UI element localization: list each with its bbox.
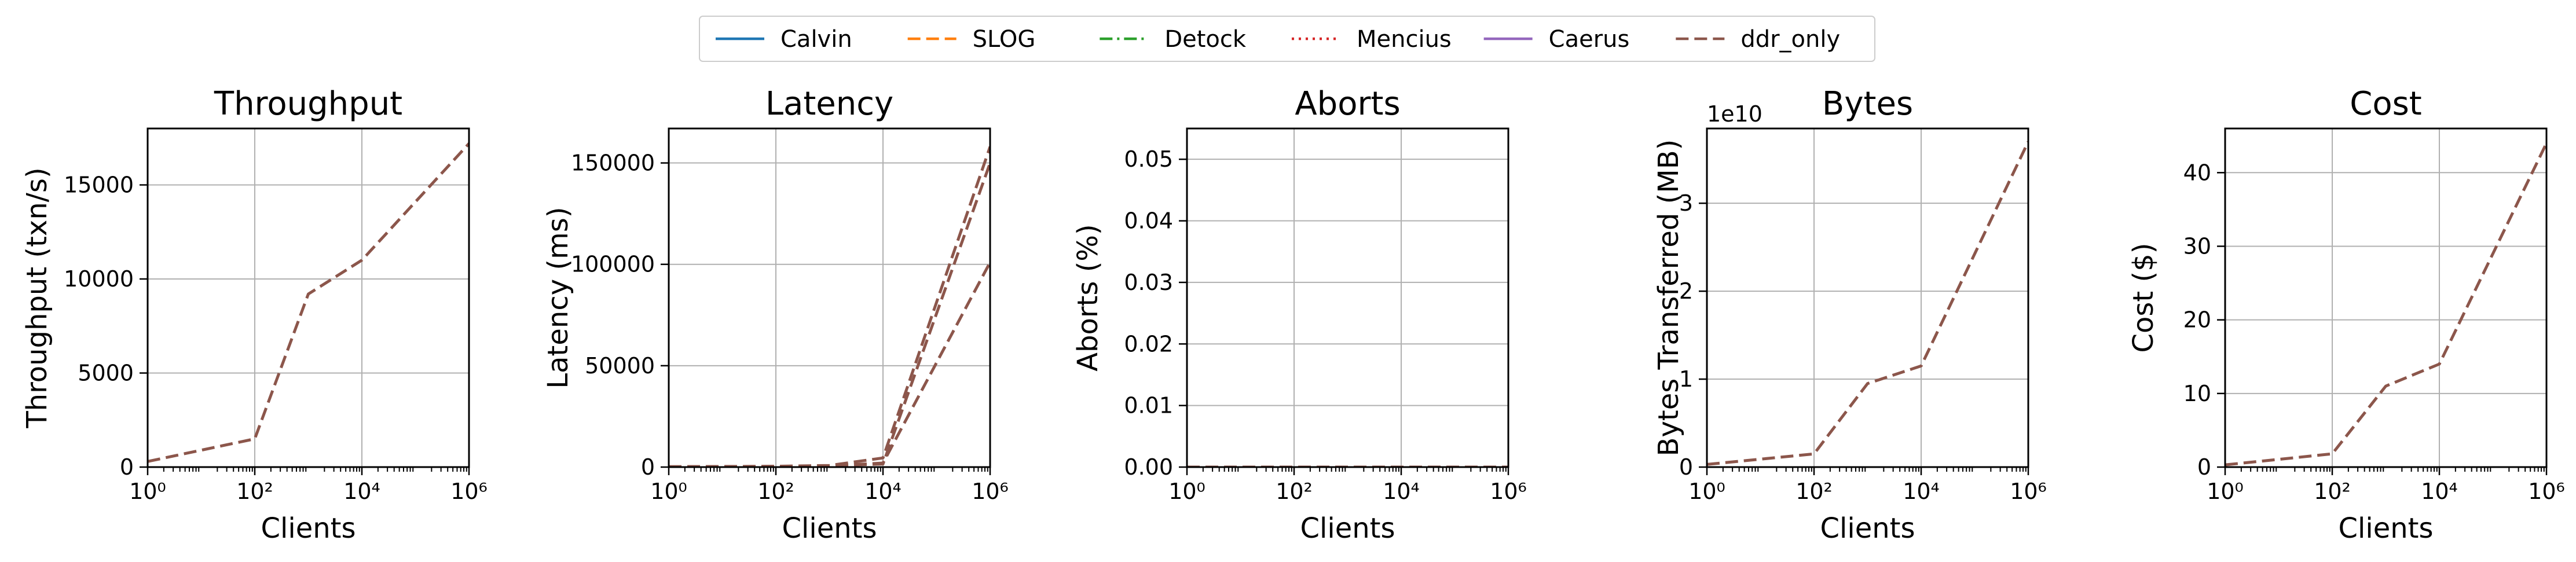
x-tick-label: 10² [1795,479,1833,504]
series-line-ddr-only [669,162,990,467]
series-group [2225,142,2546,467]
panel-title: Aborts [1295,85,1400,123]
axes-frame [2224,127,2548,468]
legend-label-calvin: Calvin [781,26,852,53]
y-tick-label: 0 [2197,454,2211,480]
x-tick-label: 10⁰ [1168,479,1205,504]
y-tick-label: 0.04 [1124,208,1173,234]
y-tick-label: 50000 [585,353,655,379]
series-line-ddr-only [148,142,469,463]
x-axis-label: Clients [1300,512,1395,545]
x-tick-label: 10⁴ [2421,479,2458,504]
x-tick-label: 10² [1276,479,1313,504]
chart-panels: 10⁰ 10² 10⁴ 10⁶050001000015000ThroughputCli… [21,85,2565,545]
y-tick-label: 0.05 [1124,146,1173,172]
x-tick-label: 10⁶ [972,479,1009,504]
x-tick-label: 10² [236,479,273,504]
y-tick-label: 0 [120,454,134,480]
y-axis-label: Latency (ms) [542,207,574,388]
axis-offset-text: 1e10 [1707,101,1762,127]
y-tick-label: 1 [1679,366,1693,392]
y-tick-label: 10 [2183,381,2211,406]
series-group [1707,141,2028,466]
x-tick-label: 10⁴ [1383,479,1420,504]
y-axis-label: Throughput (txn/s) [21,167,53,428]
y-tick-label: 0.01 [1124,393,1173,418]
legend-label-mencius: Mencius [1357,26,1452,53]
legend-label-caerus: Caerus [1549,26,1630,53]
series-line-ddr-only [2225,142,2546,467]
panel-title: Throughput [214,85,402,123]
panel-title: Latency [765,85,893,123]
x-tick-label: 10⁶ [2528,479,2565,504]
x-tick-label: 10⁴ [864,479,902,504]
series-line-ddr-only [1707,141,2028,466]
legend-label-ddr-only: ddr_only [1740,26,1840,53]
y-tick-label: 100000 [571,252,655,277]
y-tick-label: 40 [2183,160,2211,185]
y-axis-label: Bytes Transferred (MB) [1652,139,1685,457]
y-axis-label: Cost ($) [2127,243,2160,353]
axes-frame [1186,127,1509,468]
panel-latency: 10⁰ 10² 10⁴ 10⁶ 0 50000 100000 150000 Latency Cli… [542,85,1009,545]
y-tick-label: 0.02 [1124,331,1173,357]
x-axis-label: Clients [261,512,356,545]
y-tick-label: 0 [641,454,655,480]
x-tick-label: 10⁴ [1903,479,1940,504]
y-axis-label: Aborts (%) [1072,224,1104,372]
y-tick-label: 10000 [64,266,134,292]
panel-throughput: 10⁰ 10² 10⁴ 10⁶ 0 5000 10000 15000 Throughput Cli… [21,85,488,545]
legend: Calvin SLOG Detock Mencius Caerus ddr_only [699,16,1875,62]
series-group [669,146,990,467]
y-tick-label: 15000 [64,172,134,198]
x-tick-label: 10⁶ [2010,479,2047,504]
x-tick-label: 10⁶ [450,479,488,504]
y-tick-label: 3 [1679,190,1693,216]
axes-frame [668,127,991,468]
legend-frame [699,16,1875,62]
x-tick-label: 10⁰ [2207,479,2244,504]
axes-frame [1706,127,2029,468]
x-tick-label: 10⁶ [1490,479,1527,504]
y-tick-label: 5000 [78,361,134,386]
y-tick-label: 150000 [571,150,655,176]
panel-title: Cost [2350,85,2422,123]
x-axis-label: Clients [782,512,877,545]
y-tick-label: 0.00 [1124,454,1173,480]
x-tick-label: 10⁴ [343,479,380,504]
y-tick-label: 30 [2183,233,2211,259]
panel-cost: 10⁰ 10² 10⁴ 10⁶ 0 10 20 30 40 Cost Clients Cost ($) [2127,85,2565,545]
y-tick-label: 0 [1679,454,1693,480]
series-group [148,142,469,463]
panel-title: Bytes [1822,85,1913,123]
legend-label-detock: Detock [1164,26,1247,53]
axes-frame [146,127,470,468]
x-tick-label: 10⁰ [129,479,166,504]
y-tick-label: 0.03 [1124,270,1173,295]
x-axis-label: Clients [2339,512,2434,545]
legend-label-slog: SLOG [973,26,1036,53]
y-tick-label: 2 [1679,278,1693,304]
x-tick-label: 10⁰ [650,479,687,504]
panel-bytes: 10⁰ 10² 10⁴ 10⁶ 0 1 2 3 Bytes Clients Bytes Transf… [1652,85,2047,545]
x-axis-label: Clients [1820,512,1915,545]
x-tick-label: 10² [2314,479,2351,504]
panel-aborts: 10⁰ 10² 10⁴ 10⁶ 0.00 0.01 0.02 0.03 0.04 0.05 Abor… [1072,85,1527,545]
x-tick-label: 10² [757,479,794,504]
y-tick-label: 20 [2183,307,2211,333]
x-tick-label: 10⁰ [1688,479,1725,504]
